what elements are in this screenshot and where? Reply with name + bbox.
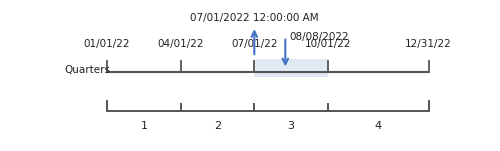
Text: Quarters: Quarters	[64, 65, 110, 75]
Text: 08/08/2022: 08/08/2022	[289, 32, 349, 42]
Text: 3: 3	[288, 121, 294, 131]
Text: 10/01/22: 10/01/22	[304, 39, 351, 49]
Text: 4: 4	[375, 121, 382, 131]
Text: 04/01/22: 04/01/22	[158, 39, 204, 49]
Text: 2: 2	[214, 121, 221, 131]
Text: 1: 1	[140, 121, 147, 131]
Bar	[254, 59, 328, 77]
Text: 12/31/22: 12/31/22	[406, 39, 452, 49]
Text: 07/01/2022 12:00:00 AM: 07/01/2022 12:00:00 AM	[190, 13, 318, 23]
Text: 07/01/22: 07/01/22	[231, 39, 278, 49]
Text: 01/01/22: 01/01/22	[84, 39, 130, 49]
